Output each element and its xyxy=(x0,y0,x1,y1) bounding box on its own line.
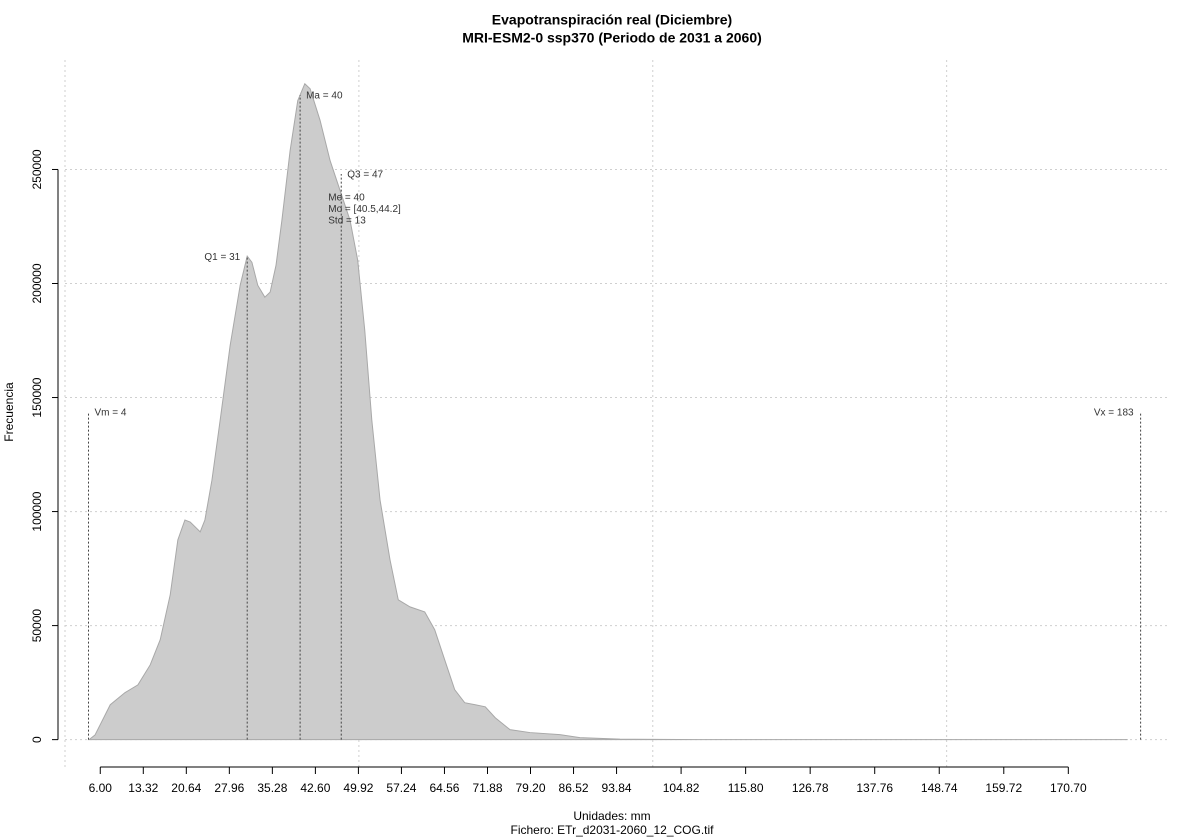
x-tick-label: 71.88 xyxy=(472,781,502,795)
x-tick-label: 170.70 xyxy=(1050,781,1087,795)
y-tick-label: 250000 xyxy=(30,149,44,189)
y-tick-label: 150000 xyxy=(30,377,44,417)
stat-label: Mo = [40.5,44.2] xyxy=(328,204,401,215)
x-tick-label: 79.20 xyxy=(515,781,545,795)
marker-label: Vx = 183 xyxy=(1094,408,1134,419)
x-axis-label: Unidades: mm xyxy=(573,809,650,823)
x-tick-label: 42.60 xyxy=(300,781,330,795)
x-tick-label: 137.76 xyxy=(856,781,893,795)
marker-label: Ma = 40 xyxy=(306,91,343,102)
x-tick-label: 148.74 xyxy=(921,781,958,795)
x-tick-label: 6.00 xyxy=(89,781,113,795)
y-tick-label: 50000 xyxy=(30,609,44,643)
x-tick-label: 27.96 xyxy=(214,781,244,795)
caption: Fichero: ETr_d2031-2060_12_COG.tif xyxy=(511,823,715,837)
x-tick-label: 57.24 xyxy=(386,781,416,795)
x-tick-label: 20.64 xyxy=(171,781,201,795)
density-area xyxy=(87,82,1128,741)
marker-label: Q1 = 31 xyxy=(204,252,240,263)
x-tick-label: 49.92 xyxy=(343,781,373,795)
stat-label: Std = 13 xyxy=(328,216,366,227)
y-axis-label: Frecuencia xyxy=(2,382,16,442)
x-tick-label: 64.56 xyxy=(429,781,459,795)
x-tick-label: 93.84 xyxy=(602,781,632,795)
chart-subtitle: MRI-ESM2-0 ssp370 (Periodo de 2031 a 206… xyxy=(462,30,762,46)
stat-label: Me = 40 xyxy=(328,193,365,204)
x-tick-label: 126.78 xyxy=(792,781,829,795)
x-tick-label: 13.32 xyxy=(128,781,158,795)
x-tick-label: 35.28 xyxy=(257,781,287,795)
x-tick-label: 159.72 xyxy=(985,781,1022,795)
y-tick-label: 200000 xyxy=(30,263,44,303)
marker-label: Q3 = 47 xyxy=(347,170,383,181)
x-tick-label: 86.52 xyxy=(559,781,589,795)
y-tick-label: 0 xyxy=(30,736,44,743)
y-tick-label: 100000 xyxy=(30,491,44,531)
marker-label: Vm = 4 xyxy=(95,408,127,419)
x-tick-label: 104.82 xyxy=(663,781,700,795)
chart-title: Evapotranspiración real (Diciembre) xyxy=(492,12,732,28)
x-tick-label: 115.80 xyxy=(728,781,764,795)
